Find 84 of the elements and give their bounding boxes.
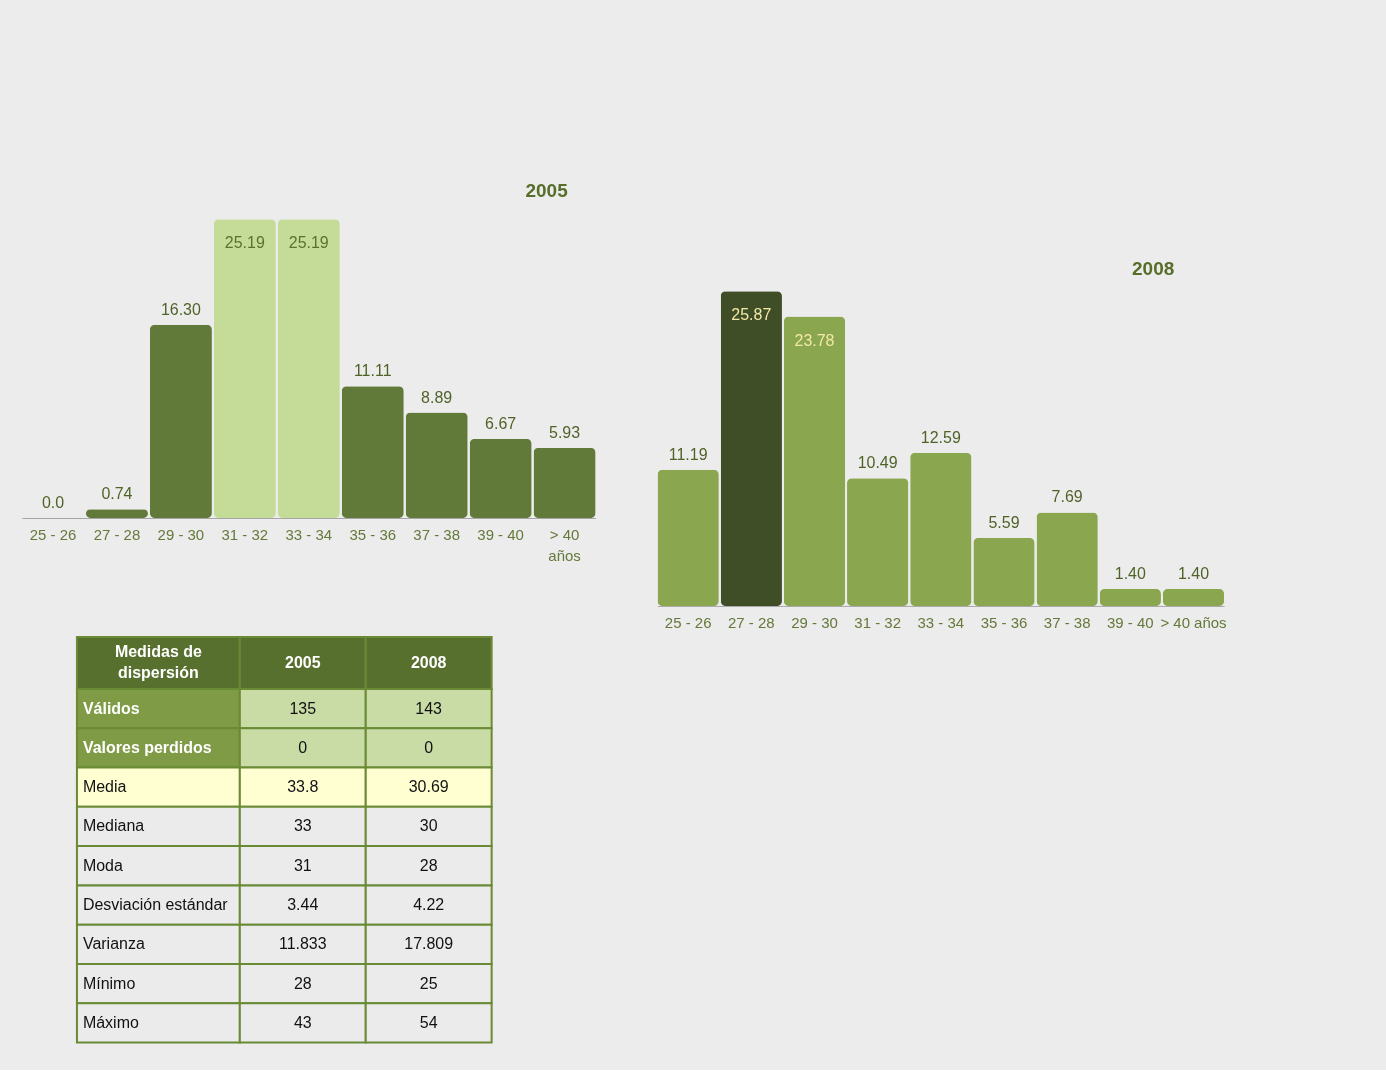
data-label: 11.19 xyxy=(668,445,708,463)
bar xyxy=(1162,588,1225,606)
data-label: 5.93 xyxy=(549,423,581,441)
bar xyxy=(657,469,719,606)
text: 143 xyxy=(415,699,443,717)
data-label: 0.74 xyxy=(101,485,133,503)
x-tick-label: 39 - 40 xyxy=(1107,614,1154,632)
x-tick-label: 27 - 28 xyxy=(728,614,775,632)
text: 33.8 xyxy=(287,778,319,796)
x-tick-label: 29 - 30 xyxy=(157,526,205,544)
chart-title: 2008 xyxy=(1132,258,1175,280)
x-tick-label: 39 - 40 xyxy=(477,526,524,544)
text: 33 xyxy=(293,817,312,835)
text: 31 xyxy=(293,856,312,874)
category-label: 2008 xyxy=(410,653,447,671)
x-tick-label: 33 - 34 xyxy=(917,614,965,632)
x-tick-label: 31 - 32 xyxy=(854,614,901,632)
text: Medidas de dispersión xyxy=(114,643,202,682)
category-label: Desviación estándar xyxy=(82,896,228,914)
x-tick-label: 31 - 32 xyxy=(221,526,269,544)
data-label: 11.11 xyxy=(353,362,392,380)
data-label: 1.40 xyxy=(1114,564,1146,582)
bar xyxy=(1099,588,1161,606)
bar xyxy=(213,219,276,519)
category-label: Valores perdidos xyxy=(82,738,212,756)
data-label: 6.67 xyxy=(485,414,517,432)
x-tick-label: 35 - 36 xyxy=(349,526,397,544)
x-tick-label: 37 - 38 xyxy=(413,526,460,544)
bar xyxy=(149,324,212,519)
text: 43 xyxy=(293,1013,312,1031)
text: 0 xyxy=(298,738,308,756)
bar xyxy=(720,291,782,606)
bar xyxy=(783,316,846,606)
text: 25 xyxy=(419,974,438,992)
data-label: 25.19 xyxy=(224,234,265,252)
x-tick-label: 27 - 28 xyxy=(93,526,141,544)
category-label: Máximo xyxy=(82,1013,139,1031)
text: 17.809 xyxy=(404,935,454,953)
x-tick-label: > 40 años xyxy=(1160,614,1227,632)
category-label: Válidos xyxy=(82,699,140,717)
data-label: 8.89 xyxy=(421,388,453,406)
data-label: 25.87 xyxy=(731,306,772,324)
x-tick-label: 35 - 36 xyxy=(980,614,1028,632)
data-label: 16.30 xyxy=(160,300,201,318)
text: 30 xyxy=(419,817,438,835)
data-label: 25.19 xyxy=(288,234,329,252)
bar xyxy=(533,447,596,519)
text: 28 xyxy=(419,856,438,874)
category-label: 2005 xyxy=(285,653,321,671)
chart-title: 2005 xyxy=(525,180,569,202)
x-tick-label: 37 - 38 xyxy=(1043,614,1091,632)
category-label: Mínimo xyxy=(82,974,136,992)
category-label: Moda xyxy=(82,856,123,874)
text: 54 xyxy=(419,1013,438,1031)
data-label: 7.69 xyxy=(1051,488,1083,506)
text: 135 xyxy=(289,699,317,717)
text: 0 xyxy=(424,738,434,756)
category-label: Varianza xyxy=(82,935,145,953)
text: 11.833 xyxy=(278,935,327,953)
bar xyxy=(910,452,972,606)
text: 30.69 xyxy=(408,778,449,796)
bar xyxy=(277,219,340,519)
bar xyxy=(973,537,1035,606)
data-label: 23.78 xyxy=(794,331,835,349)
bar xyxy=(1036,512,1098,606)
x-tick-label: 29 - 30 xyxy=(791,614,838,632)
bar xyxy=(405,412,468,519)
category-label: Media xyxy=(82,778,127,796)
x-tick-label: 33 - 34 xyxy=(285,526,333,544)
data-label: 0.0 xyxy=(41,494,65,512)
text: 3.44 xyxy=(287,896,319,914)
x-tick-label: > 40 años xyxy=(548,526,581,565)
category-label: Mediana xyxy=(82,817,145,835)
data-label: 1.40 xyxy=(1177,564,1210,582)
text: 4.22 xyxy=(413,896,445,914)
text: 28 xyxy=(293,974,312,992)
data-label: 12.59 xyxy=(920,428,961,446)
bar xyxy=(341,386,404,519)
data-label: 10.49 xyxy=(857,454,898,472)
bar xyxy=(847,478,909,606)
x-tick-label: 25 - 26 xyxy=(664,614,712,632)
x-tick-label: 25 - 26 xyxy=(29,526,77,544)
data-label: 5.59 xyxy=(988,513,1020,531)
bar xyxy=(469,438,532,519)
